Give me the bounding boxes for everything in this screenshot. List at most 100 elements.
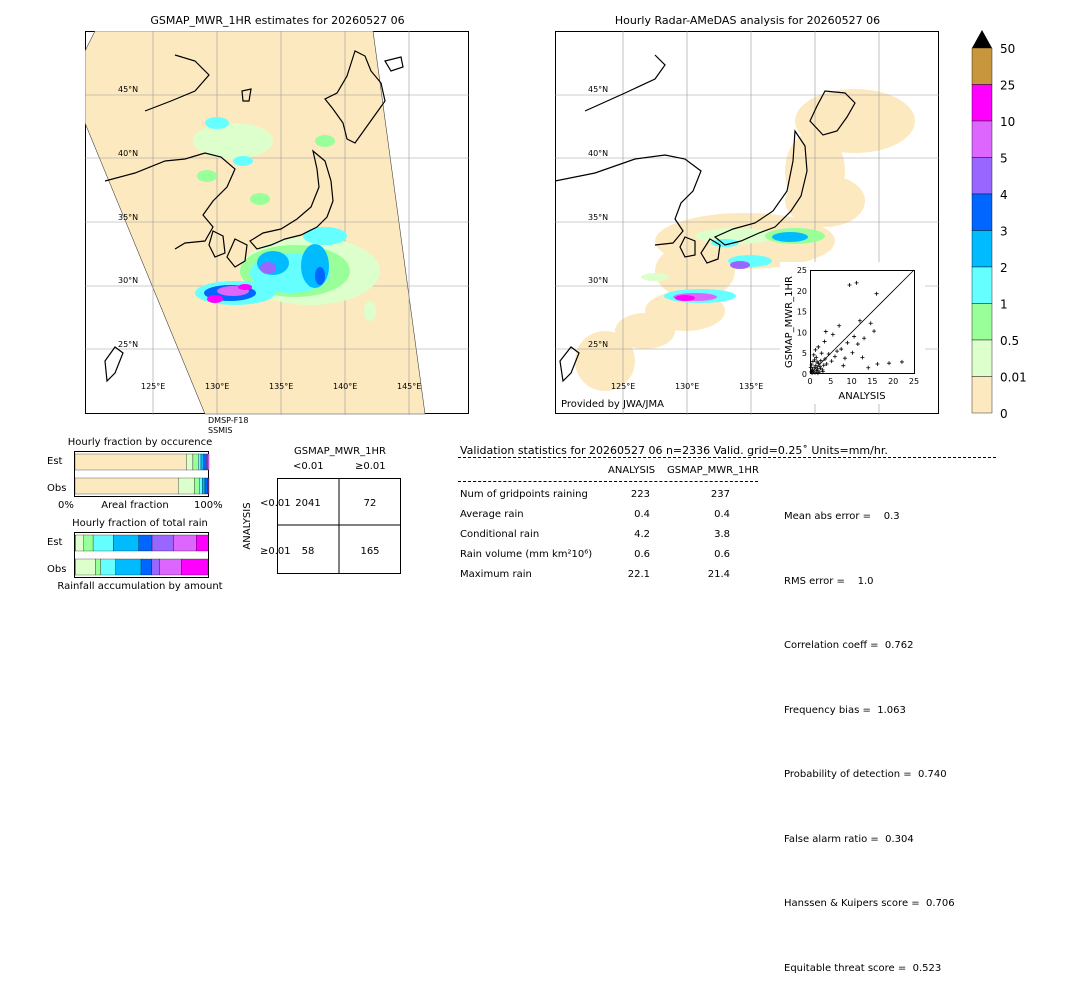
stacked-bar-segment: [84, 535, 93, 551]
stacked-bar-segment: [178, 478, 194, 494]
stat-analysis: 22.1: [600, 569, 650, 580]
left-lon-label: 135°E: [269, 382, 293, 391]
right-lat-label: 25°N: [588, 340, 608, 349]
stacked-bar-segment: [201, 454, 204, 470]
score-list: Mean abs error = 0.3 RMS error = 1.0 Cor…: [784, 463, 955, 1001]
left-lon-label: 130°E: [205, 382, 229, 391]
stacked-bar-segment: [76, 535, 84, 551]
stacked-bar-segment: [204, 454, 207, 470]
scatter-xtick: 20: [888, 377, 898, 386]
stat-label: Conditional rain: [460, 529, 539, 540]
stat-label: Rain volume (mm km²10⁶): [460, 549, 592, 560]
stat-gsmap: 0.4: [680, 509, 730, 520]
cell-hit: 165: [360, 546, 379, 557]
validation-header: Validation statistics for 20260527 06 n=…: [460, 444, 888, 457]
stacked-bar-segment: [200, 478, 203, 494]
stacked-bar-segment: [152, 559, 160, 575]
total-rain-title: Hourly fraction of total rain: [60, 518, 220, 529]
row-header-lt: <0.01: [260, 498, 291, 509]
cell-false-alarm: 72: [364, 498, 377, 509]
stacked-bar-segment: [193, 454, 198, 470]
left-lat-label: 35°N: [118, 213, 138, 222]
right-lon-label: 125°E: [611, 382, 635, 391]
left-lat-label: 25°N: [118, 340, 138, 349]
stacked-bar-segment: [196, 535, 208, 551]
credit-label: Provided by JWA/JMA: [561, 399, 664, 410]
colorbar-block: [972, 340, 992, 377]
colorbar-label: 1: [1000, 298, 1008, 312]
left-lon-label: 145°E: [397, 382, 421, 391]
contingency-table: ANALYSIS <0.01 ≥0.01 2041 72 58 165: [230, 476, 410, 576]
colorbar-label: 4: [1000, 188, 1008, 202]
colorbar-label: 0.5: [1000, 334, 1019, 348]
occurrence-title: Hourly fraction by occurence: [60, 437, 220, 448]
left-lon-label: 140°E: [333, 382, 357, 391]
score-item: Hanssen & Kuipers score = 0.706: [784, 893, 955, 915]
score-item: RMS error = 1.0: [784, 571, 955, 593]
stat-label: Average rain: [460, 509, 524, 520]
stat-gsmap: 237: [680, 489, 730, 500]
scatter-xlabel: ANALYSIS: [838, 391, 885, 402]
validation-divider: [458, 457, 996, 458]
stacked-bar-segment: [141, 559, 152, 575]
score-item: False alarm ratio = 0.304: [784, 829, 955, 851]
colorbar-label: 25: [1000, 79, 1015, 93]
colorbar-block: [972, 85, 992, 122]
scatter-ytick: 15: [797, 308, 807, 317]
stacked-bar-segment: [198, 454, 201, 470]
scatter-ytick: 10: [797, 328, 807, 337]
stacked-bar-segment: [181, 559, 208, 575]
occ-tick-0: 0%: [58, 500, 74, 511]
right-lat-label: 45°N: [588, 85, 608, 94]
scatter-xtick: 15: [867, 377, 877, 386]
sensor-label: SSMIS: [208, 426, 233, 435]
stacked-bar-segment: [113, 535, 138, 551]
stats-divider: [458, 481, 758, 482]
col-header-ge: ≥0.01: [355, 461, 386, 472]
rain-obs-label: Obs: [47, 564, 66, 575]
left-map-title: GSMAP_MWR_1HR estimates for 20260527 06: [86, 14, 469, 27]
scatter-xtick: 0: [807, 377, 812, 386]
stacked-bar-segment: [93, 535, 113, 551]
scatter-xtick: 5: [828, 377, 833, 386]
scatter-xtick: 25: [909, 377, 919, 386]
contingency-title: GSMAP_MWR_1HR: [278, 446, 402, 457]
stacked-bar-segment: [208, 454, 209, 470]
stacked-bar-segment: [75, 559, 95, 575]
scatter-xtick: 10: [847, 377, 857, 386]
stacked-bar-segment: [75, 478, 178, 494]
right-lon-label: 135°E: [739, 382, 763, 391]
score-item: Equitable threat score = 0.523: [784, 958, 955, 980]
colorbar-label: 2: [1000, 261, 1008, 275]
satellite-label: DMSP-F18: [208, 416, 248, 425]
right-map-title: Hourly Radar-AMeDAS analysis for 2026052…: [556, 14, 939, 27]
rain-xlabel: Rainfall accumulation by amount: [50, 581, 230, 592]
col-header-lt: <0.01: [293, 461, 324, 472]
stacked-bar-segment: [194, 478, 199, 494]
stacked-bar-segment: [139, 535, 152, 551]
colorbar-label: 3: [1000, 225, 1008, 239]
left-lat-label: 45°N: [118, 85, 138, 94]
cell-hit-none: 2041: [295, 498, 320, 509]
occ-est-label: Est: [47, 456, 62, 467]
row-axis-label: ANALYSIS: [242, 502, 253, 549]
col-analysis-header: ANALYSIS: [608, 465, 655, 476]
colorbar-label: 5: [1000, 152, 1008, 166]
left-lon-label: 125°E: [141, 382, 165, 391]
total-rain-bars: [74, 532, 210, 578]
scatter-ytick: 20: [797, 287, 807, 296]
right-lat-label: 30°N: [588, 276, 608, 285]
left-lat-label: 30°N: [118, 276, 138, 285]
stat-label: Num of gridpoints raining: [460, 489, 588, 500]
colorbar-block: [972, 231, 992, 268]
stacked-bar-segment: [208, 478, 209, 494]
colorbar-label: 10: [1000, 115, 1015, 129]
scatter-ytick: 5: [802, 349, 807, 358]
stacked-bar-segment: [160, 559, 181, 575]
colorbar-label: 50: [1000, 42, 1015, 56]
stacked-bar-segment: [116, 559, 141, 575]
col-gsmap-header: GSMAP_MWR_1HR: [667, 465, 759, 476]
score-item: Correlation coeff = 0.762: [784, 635, 955, 657]
